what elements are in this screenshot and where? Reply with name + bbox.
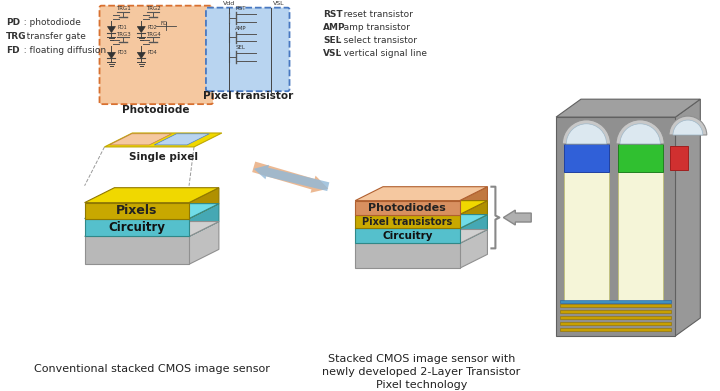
Text: : select transistor: : select transistor — [336, 36, 418, 45]
Bar — [560, 316, 672, 319]
Text: PD3: PD3 — [117, 50, 127, 56]
Bar — [560, 300, 672, 303]
Text: : photodiode: : photodiode — [18, 18, 81, 27]
Polygon shape — [84, 188, 219, 203]
Polygon shape — [107, 27, 115, 32]
Text: Pixel transistors: Pixel transistors — [362, 217, 452, 226]
Text: Vdd: Vdd — [222, 1, 235, 6]
Text: Photodiodes: Photodiodes — [369, 203, 446, 213]
Bar — [618, 144, 662, 172]
Wedge shape — [566, 124, 606, 144]
Text: AMP: AMP — [323, 23, 346, 32]
Wedge shape — [562, 120, 611, 144]
Text: PD1: PD1 — [117, 25, 127, 30]
Text: TRG: TRG — [6, 32, 27, 41]
Text: TRG4: TRG4 — [146, 32, 161, 36]
Polygon shape — [84, 204, 219, 219]
Text: AMP: AMP — [235, 25, 246, 30]
Polygon shape — [109, 134, 171, 145]
Polygon shape — [138, 27, 145, 32]
Text: Photodiode: Photodiode — [122, 105, 190, 115]
Text: Single pixel: Single pixel — [129, 152, 198, 162]
Text: : vertical signal line: : vertical signal line — [336, 49, 427, 58]
Bar — [560, 322, 672, 325]
Text: FD: FD — [6, 46, 19, 55]
Text: Circuitry: Circuitry — [108, 221, 166, 234]
Text: Pixel transistor: Pixel transistor — [202, 91, 293, 101]
Polygon shape — [556, 117, 675, 336]
Text: VSL: VSL — [273, 1, 284, 6]
Text: newly developed 2-Layer Transistor: newly developed 2-Layer Transistor — [322, 367, 521, 377]
Text: Pixel technology: Pixel technology — [376, 380, 467, 390]
Polygon shape — [84, 203, 189, 219]
Text: PD2: PD2 — [148, 25, 157, 30]
Polygon shape — [189, 188, 219, 219]
Wedge shape — [673, 120, 703, 135]
Wedge shape — [669, 116, 707, 135]
Text: SEL: SEL — [236, 45, 246, 50]
Polygon shape — [355, 215, 459, 228]
Polygon shape — [138, 52, 145, 58]
Bar — [564, 137, 609, 301]
Polygon shape — [459, 230, 487, 268]
FancyArrow shape — [503, 210, 531, 225]
Text: RST: RST — [323, 10, 343, 19]
FancyArrow shape — [252, 161, 328, 193]
Text: TRG2: TRG2 — [146, 5, 161, 11]
FancyArrow shape — [253, 165, 329, 191]
Polygon shape — [355, 201, 459, 215]
Polygon shape — [189, 204, 219, 237]
Text: : floating diffusion: : floating diffusion — [18, 46, 106, 55]
Bar — [560, 328, 672, 331]
Polygon shape — [104, 133, 222, 147]
Text: SEL: SEL — [323, 36, 342, 45]
Wedge shape — [620, 124, 660, 144]
Text: : reset transistor: : reset transistor — [336, 10, 413, 19]
Polygon shape — [459, 215, 487, 244]
Polygon shape — [107, 52, 115, 58]
Text: Pixels: Pixels — [116, 204, 158, 217]
Polygon shape — [459, 201, 487, 228]
Text: Stacked CMOS image sensor with: Stacked CMOS image sensor with — [328, 354, 515, 364]
Polygon shape — [84, 237, 189, 264]
Polygon shape — [355, 187, 487, 201]
Polygon shape — [84, 222, 219, 237]
Polygon shape — [355, 230, 487, 244]
Bar — [560, 310, 672, 313]
Text: Circuitry: Circuitry — [382, 231, 433, 241]
Polygon shape — [459, 187, 487, 215]
Text: : transfer gate: : transfer gate — [18, 32, 86, 41]
Bar — [564, 144, 609, 172]
Polygon shape — [355, 244, 459, 268]
Text: PD: PD — [6, 18, 20, 27]
Text: Conventional stacked CMOS image sensor: Conventional stacked CMOS image sensor — [34, 364, 270, 374]
Polygon shape — [675, 99, 701, 336]
Bar — [618, 137, 662, 301]
Wedge shape — [616, 120, 665, 144]
Polygon shape — [84, 219, 189, 237]
Bar — [670, 146, 688, 170]
Polygon shape — [556, 99, 701, 117]
FancyBboxPatch shape — [99, 5, 213, 104]
Text: TRG3: TRG3 — [116, 32, 131, 36]
Text: VSL: VSL — [323, 49, 343, 58]
Text: TRG1: TRG1 — [116, 5, 131, 11]
Polygon shape — [189, 222, 219, 264]
Polygon shape — [355, 215, 487, 228]
Bar — [560, 304, 672, 307]
Text: : amp transistor: : amp transistor — [336, 23, 410, 32]
Text: FD: FD — [161, 21, 168, 25]
Polygon shape — [355, 201, 487, 215]
FancyBboxPatch shape — [206, 8, 289, 91]
Text: RST: RST — [235, 5, 246, 11]
Text: PD4: PD4 — [148, 50, 157, 56]
Polygon shape — [154, 134, 210, 145]
Polygon shape — [355, 228, 459, 244]
